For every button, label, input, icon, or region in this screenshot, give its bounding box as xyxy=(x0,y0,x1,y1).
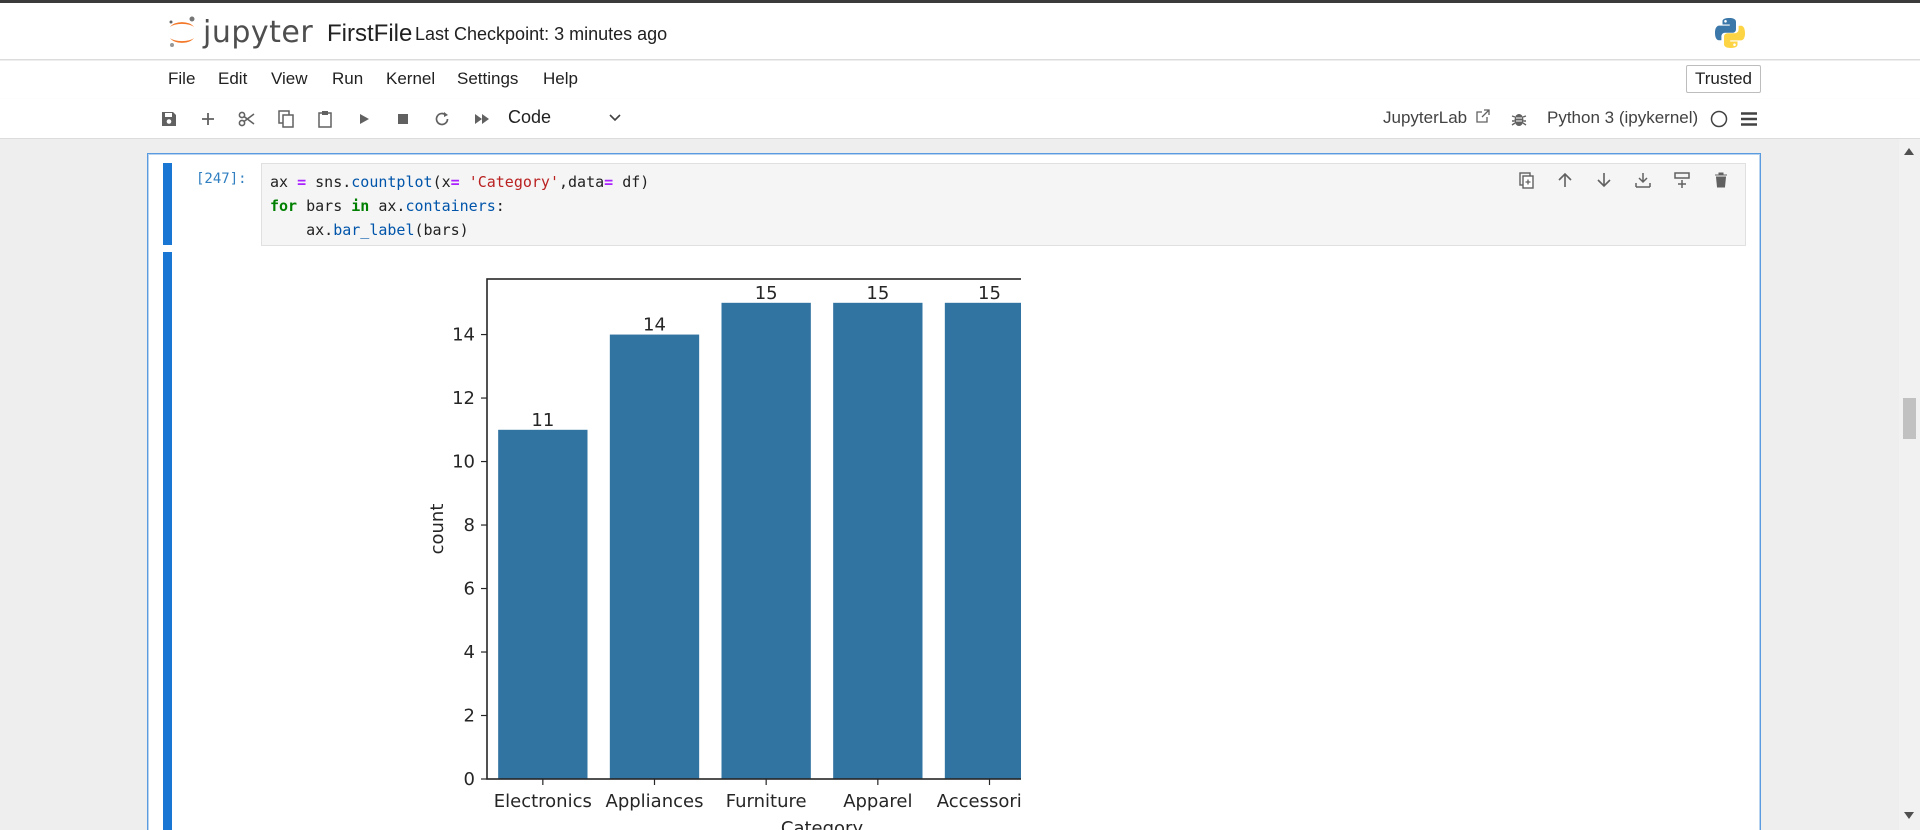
kernel-status-icon xyxy=(1709,109,1729,129)
python-logo-icon xyxy=(1713,16,1747,55)
menu-edit[interactable]: Edit xyxy=(218,69,248,88)
menu-view[interactable]: View xyxy=(271,69,308,88)
duplicate-cell-icon[interactable] xyxy=(1515,169,1537,191)
data-label-furniture: 15 xyxy=(755,283,778,304)
y-tick-label-12: 12 xyxy=(452,388,475,409)
window-top-border xyxy=(0,0,1920,3)
y-tick-label-14: 14 xyxy=(452,325,475,346)
bar-furniture xyxy=(721,302,811,779)
jupyterlab-link[interactable]: JupyterLab xyxy=(1383,108,1491,128)
cut-icon[interactable] xyxy=(237,109,257,129)
menu-settings[interactable]: Settings xyxy=(457,69,519,88)
code-line-1: ax = sns.countplot(x= 'Category',data= d… xyxy=(270,173,650,191)
y-axis-label: count xyxy=(427,504,448,555)
x-tick-label-appliances: Appliances xyxy=(606,791,704,812)
debugger-icon[interactable] xyxy=(1509,109,1529,129)
jupyter-logo-text: jupyter xyxy=(203,14,314,50)
insert-below-icon[interactable] xyxy=(1671,169,1693,191)
y-tick-label-6: 6 xyxy=(464,579,475,600)
delete-cell-icon[interactable] xyxy=(1710,169,1732,191)
x-tick-label-apparel: Apparel xyxy=(843,791,912,812)
x-axis-label: Category xyxy=(781,818,864,830)
paste-icon[interactable] xyxy=(315,109,335,129)
bar-electronics xyxy=(498,429,588,779)
cell-type-value: Code xyxy=(508,107,552,127)
restart-icon[interactable] xyxy=(432,109,452,129)
scroll-down-arrow-icon[interactable] xyxy=(1904,812,1914,819)
execution-count-prompt: [247]: xyxy=(196,171,247,187)
cell-output: 11 Electronics 14 Appliances 15 Furniture 15 Ap… xyxy=(261,251,1746,830)
jupyter-logo[interactable]: jupyter xyxy=(167,14,313,50)
run-icon[interactable] xyxy=(354,109,374,129)
countplot-chart: 11 Electronics 14 Appliances 15 Furniture 15 Ap… xyxy=(427,278,1021,830)
notebook-title[interactable]: FirstFile xyxy=(327,20,413,47)
y-tick-label-4: 4 xyxy=(464,642,475,663)
jupyterlab-link-label: JupyterLab xyxy=(1383,108,1468,127)
bar-accessories xyxy=(944,302,1021,779)
y-tick-label-0: 0 xyxy=(464,769,475,790)
copy-icon[interactable] xyxy=(276,109,296,129)
stop-icon[interactable] xyxy=(393,109,413,129)
x-tick-label-furniture: Furniture xyxy=(726,791,807,812)
bar-apparel xyxy=(833,302,923,779)
y-tick-label-8: 8 xyxy=(464,515,475,536)
cell-type-select[interactable]: Code xyxy=(508,107,623,131)
trusted-indicator[interactable]: Trusted xyxy=(1686,65,1762,93)
external-link-icon xyxy=(1476,109,1490,123)
chevron-down-icon xyxy=(607,109,623,130)
x-tick-label-electronics: Electronics xyxy=(494,791,592,812)
save-icon[interactable] xyxy=(159,109,179,129)
code-editor[interactable]: ax = sns.countplot(x= 'Category',data= d… xyxy=(261,163,1746,246)
move-up-icon[interactable] xyxy=(1554,169,1576,191)
code-line-3: ax.bar_label(bars) xyxy=(270,221,469,239)
input-collapser[interactable] xyxy=(163,163,172,245)
output-collapser[interactable] xyxy=(163,252,172,830)
menu-icon[interactable] xyxy=(1739,109,1759,129)
notebook-content: [247]: ax = sns.countplot(x= 'Category',… xyxy=(0,139,1920,830)
menu-run[interactable]: Run xyxy=(332,69,364,88)
kernel-name[interactable]: Python 3 (ipykernel) xyxy=(1547,108,1699,127)
vertical-scrollbar[interactable] xyxy=(1899,139,1920,830)
scroll-up-arrow-icon[interactable] xyxy=(1904,148,1914,155)
last-checkpoint: Last Checkpoint: 3 minutes ago xyxy=(415,24,668,44)
bar-appliances xyxy=(609,334,700,779)
code-line-2: for bars in ax.containers: xyxy=(270,197,505,215)
data-label-electronics: 11 xyxy=(531,410,554,431)
y-tick-label-2: 2 xyxy=(464,706,475,727)
move-down-icon[interactable] xyxy=(1593,169,1615,191)
data-label-accessories: 15 xyxy=(978,283,1001,304)
data-label-apparel: 15 xyxy=(866,283,889,304)
plot-frame xyxy=(486,278,1021,780)
menu-help[interactable]: Help xyxy=(543,69,578,88)
menu-file[interactable]: File xyxy=(168,69,196,88)
notebook-toolbar: Code JupyterLab Python 3 (ipykernel) xyxy=(0,99,1920,139)
fast-forward-icon[interactable] xyxy=(472,109,492,129)
x-tick-label-accessories: Accessories xyxy=(937,791,1021,812)
menu-kernel[interactable]: Kernel xyxy=(386,69,436,88)
y-tick-label-10: 10 xyxy=(452,452,475,473)
active-cell[interactable]: [247]: ax = sns.countplot(x= 'Category',… xyxy=(148,154,1760,830)
menu-bar: File Edit View Run Kernel Settings Help … xyxy=(0,61,1920,99)
insert-above-icon[interactable] xyxy=(1632,169,1654,191)
add-icon[interactable] xyxy=(198,109,218,129)
jupyter-logo-icon xyxy=(169,16,195,47)
scrollbar-thumb[interactable] xyxy=(1903,398,1916,439)
notebook-header: jupyter FirstFile Last Checkpoint: 3 min… xyxy=(0,3,1920,60)
data-label-appliances: 14 xyxy=(643,315,666,336)
